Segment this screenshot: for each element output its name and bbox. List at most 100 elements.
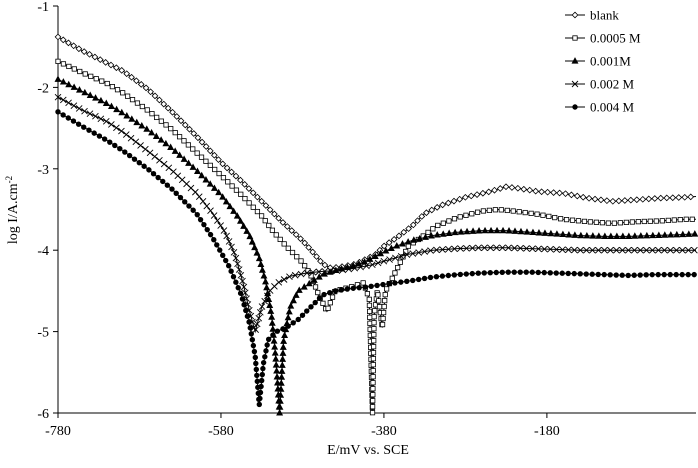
data-point-marker — [463, 212, 469, 218]
data-point-marker — [276, 403, 284, 410]
data-point-marker — [277, 379, 285, 386]
data-point-marker — [381, 309, 387, 316]
data-point-marker — [198, 154, 205, 160]
data-point-marker — [609, 197, 617, 205]
data-point-marker — [631, 272, 637, 278]
data-point-marker — [439, 201, 446, 209]
data-point-marker — [583, 246, 590, 254]
data-point-marker — [371, 326, 377, 332]
data-point-marker — [601, 246, 608, 254]
data-point-marker — [385, 239, 393, 247]
data-point-marker — [203, 158, 209, 164]
data-point-marker — [151, 92, 159, 100]
data-point-marker — [143, 125, 151, 132]
data-point-marker — [631, 232, 639, 239]
data-point-marker — [332, 288, 339, 294]
data-point-marker — [182, 199, 188, 205]
data-point-marker — [258, 377, 265, 384]
y-tick-label: -2 — [37, 81, 49, 96]
data-point-marker — [279, 343, 287, 350]
data-point-marker — [380, 257, 388, 265]
data-point-marker — [450, 197, 458, 205]
data-point-marker — [389, 275, 395, 281]
data-point-marker — [164, 104, 172, 112]
data-point-marker — [244, 313, 251, 319]
data-point-marker — [523, 269, 529, 275]
data-point-marker — [333, 267, 341, 274]
data-point-marker — [246, 200, 252, 206]
data-point-marker — [491, 186, 498, 194]
data-point-marker — [237, 290, 244, 296]
data-point-marker — [415, 249, 423, 256]
data-point-marker — [122, 131, 130, 138]
data-point-marker — [86, 110, 94, 118]
data-point-marker — [451, 228, 459, 236]
data-point-marker — [190, 207, 196, 213]
data-point-marker — [585, 194, 593, 202]
data-point-marker — [280, 276, 288, 283]
data-point-marker — [362, 284, 368, 290]
data-point-marker — [186, 125, 193, 133]
data-point-marker — [613, 272, 619, 278]
data-point-marker — [629, 219, 635, 225]
data-point-marker — [613, 246, 620, 254]
data-point-marker — [220, 252, 226, 259]
series-0-001m — [54, 75, 698, 416]
data-point-marker — [134, 100, 141, 106]
data-point-marker — [136, 160, 143, 166]
data-point-marker — [160, 160, 168, 168]
data-point-marker — [257, 389, 264, 396]
data-point-marker — [603, 197, 611, 205]
data-point-marker — [259, 371, 265, 378]
data-point-marker — [189, 163, 197, 170]
data-point-marker — [655, 231, 663, 238]
data-point-marker — [535, 229, 543, 236]
data-point-marker — [685, 246, 692, 254]
data-point-marker — [262, 202, 270, 209]
legend-label: 0.004 M — [590, 100, 635, 115]
data-point-marker — [223, 164, 231, 172]
data-point-marker — [181, 138, 187, 144]
data-point-marker — [685, 271, 691, 278]
data-point-marker — [92, 94, 100, 101]
data-point-marker — [510, 208, 516, 214]
data-point-marker — [312, 284, 319, 290]
x-tick-label: -180 — [534, 424, 560, 439]
data-point-marker — [150, 171, 157, 177]
data-point-marker — [655, 271, 661, 278]
data-point-marker — [637, 232, 645, 239]
data-point-marker — [327, 289, 333, 296]
data-point-marker — [673, 246, 680, 254]
data-point-marker — [568, 191, 575, 199]
data-point-marker — [210, 184, 218, 191]
data-point-marker — [577, 231, 585, 239]
data-point-marker — [520, 185, 528, 193]
data-point-marker — [439, 246, 446, 253]
data-point-marker — [371, 344, 377, 350]
data-point-marker — [211, 151, 218, 159]
data-point-marker — [262, 354, 268, 360]
data-point-marker — [155, 174, 161, 181]
data-point-marker — [320, 300, 326, 306]
data-point-marker — [591, 195, 599, 203]
data-point-marker — [528, 210, 534, 216]
data-point-marker — [193, 167, 201, 174]
data-point-marker — [108, 121, 115, 128]
data-point-marker — [273, 373, 281, 380]
data-point-marker — [398, 279, 404, 285]
data-point-marker — [635, 219, 641, 225]
data-point-marker — [538, 188, 545, 196]
data-point-marker — [374, 282, 380, 289]
data-point-marker — [242, 195, 248, 202]
data-point-marker — [367, 314, 373, 320]
data-point-marker — [269, 325, 277, 332]
data-point-marker — [607, 246, 614, 254]
x-axis-title: E/mV vs. SCE — [327, 443, 409, 458]
data-point-marker — [355, 260, 363, 267]
data-point-marker — [505, 227, 513, 234]
data-point-marker — [133, 77, 140, 85]
data-point-marker — [123, 70, 131, 78]
data-point-marker — [263, 348, 269, 354]
data-point-marker — [54, 33, 62, 41]
